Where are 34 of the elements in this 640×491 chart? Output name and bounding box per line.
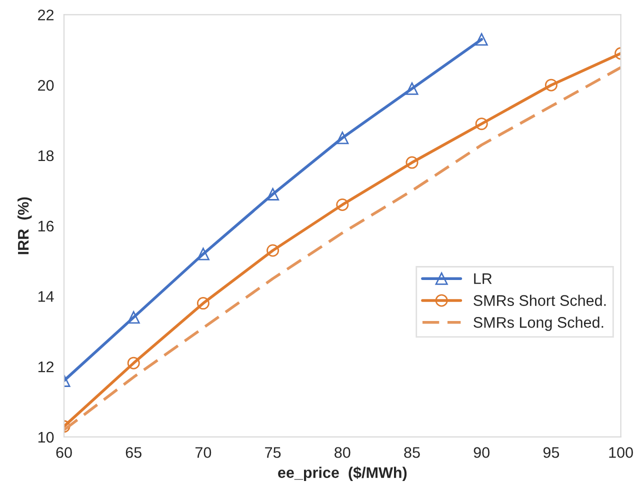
legend-label: SMRs Short Sched.	[474, 294, 606, 306]
x-tick-label: 90	[474, 447, 490, 458]
point	[406, 82, 418, 95]
y-tick-label: 10	[38, 432, 54, 443]
x-tick-label: 75	[265, 447, 281, 458]
x-axis-title: ee_price ($/MWh)	[278, 466, 407, 482]
x-tick-label: 65	[126, 447, 142, 458]
point	[196, 297, 210, 310]
point	[336, 198, 349, 211]
y-tick-label: 16	[38, 220, 54, 232]
point	[266, 188, 280, 200]
point	[127, 311, 140, 324]
y-tick-label: 22	[38, 10, 54, 20]
x-tick-label: 100	[609, 447, 633, 458]
legend-label: LR	[474, 273, 492, 284]
x-tick-label: 95	[543, 447, 560, 458]
point	[475, 33, 488, 46]
y-tick-label: 20	[38, 80, 54, 91]
point	[475, 118, 488, 130]
x-tick-label: 80	[334, 447, 350, 458]
y-axis-title: IRR (%)	[17, 197, 32, 254]
x-tick-label: 60	[56, 447, 72, 458]
point	[196, 248, 210, 260]
point	[544, 78, 558, 92]
x-tick-label: 70	[195, 447, 212, 458]
y-tick-label: 14	[38, 291, 54, 302]
y-tick-label: 12	[38, 361, 54, 372]
point	[406, 156, 418, 169]
point	[336, 132, 349, 144]
point	[127, 356, 140, 370]
legend-label: SMRs Long Sched.	[474, 316, 604, 331]
y-tick-label: 18	[38, 150, 54, 162]
point	[266, 244, 280, 257]
x-tick-label: 85	[404, 447, 420, 458]
